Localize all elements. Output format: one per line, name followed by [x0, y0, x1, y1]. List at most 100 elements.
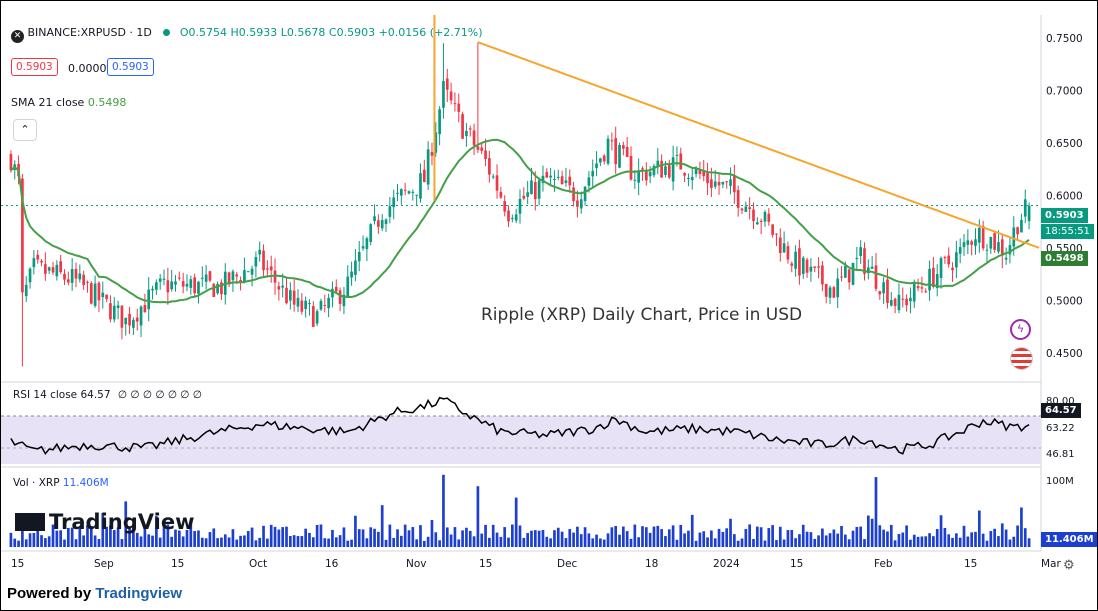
ohlc-readout: O0.5754 H0.5933 L0.5678 C0.5903 +0.0156 … [179, 26, 483, 39]
candle-body [74, 268, 78, 279]
candle-body [775, 233, 778, 235]
volume-bar [93, 535, 97, 547]
volume-bar [564, 538, 568, 547]
candle-body [916, 286, 920, 289]
candle-body [86, 281, 89, 283]
candle-body [786, 246, 790, 260]
volume-bar [216, 538, 219, 547]
candle-body [281, 285, 285, 288]
symbol-label[interactable]: BINANCE:XRPUSD · 1D [27, 26, 152, 39]
bid-price[interactable]: 0.5903 [11, 58, 58, 76]
symbol-row: ✕ BINANCE:XRPUSD · 1D O0.5754 H0.5933 L0… [11, 26, 483, 43]
candle-body [350, 271, 353, 278]
candle-body [583, 186, 587, 202]
volume-bar [710, 530, 713, 547]
volume-bar [909, 539, 912, 547]
volume-bar [342, 527, 346, 547]
time-tick-label: 2024 [713, 558, 740, 570]
time-tick-label: 15 [790, 558, 803, 570]
candle-body [208, 271, 212, 281]
volume-bar [824, 535, 828, 547]
volume-bar [514, 497, 518, 547]
candle-body [319, 300, 323, 310]
collapse-legend-button[interactable]: ⌃ [13, 119, 37, 141]
candle-body [935, 274, 939, 289]
candle-body [181, 281, 185, 287]
candle-body [189, 279, 193, 288]
candle-body [572, 187, 575, 202]
volume-bar [47, 536, 51, 547]
candle-body [568, 176, 572, 186]
footer-brand[interactable]: Tradingview [95, 585, 183, 602]
volume-bar [120, 538, 124, 547]
candle-body [411, 191, 415, 193]
volume-bar [599, 538, 602, 547]
rsi-tick-label: 46.81 [1046, 449, 1075, 460]
volume-bar [158, 537, 162, 547]
candle-body [821, 265, 824, 285]
candle-body [166, 280, 170, 293]
volume-bar [901, 532, 905, 547]
volume-bar [897, 533, 901, 547]
candle-body [419, 173, 422, 199]
candle-body [55, 264, 59, 277]
candle-body [147, 289, 151, 310]
lightning-icon[interactable]: ϟ [1010, 319, 1031, 340]
candle-body [1023, 199, 1027, 217]
volume-bar [258, 537, 262, 547]
volume-bar [308, 532, 311, 547]
candle-body [683, 173, 686, 176]
volume-bar [851, 530, 855, 547]
volume-bar [840, 525, 843, 547]
candle-body [556, 176, 560, 178]
candle-body [200, 277, 204, 279]
candle-body [155, 282, 158, 290]
volume-bar [955, 533, 958, 547]
volume-bar [912, 534, 916, 547]
candle-body [132, 319, 135, 328]
candle-body [993, 233, 996, 250]
volume-bar [24, 539, 28, 547]
volume-bar [893, 540, 897, 547]
candle-body [51, 267, 55, 273]
volume-bar [813, 538, 817, 547]
volume-bar [985, 540, 989, 547]
candle-body [422, 169, 426, 183]
volume-bar [66, 527, 70, 547]
rsi-band [1, 416, 1041, 464]
candle-body [101, 292, 105, 298]
candle-body [220, 282, 223, 295]
candle-body [836, 278, 840, 298]
volume-bar [200, 537, 204, 547]
rsi-legend: RSI 14 close 64.57 ∅ ∅ ∅ ∅ ∅ ∅ ∅ [13, 389, 202, 401]
us-flag-icon[interactable] [1010, 347, 1033, 370]
volume-bar [801, 524, 805, 547]
candle-body [323, 304, 327, 306]
ask-price[interactable]: 0.5903 [107, 58, 154, 76]
candle-body [553, 178, 556, 180]
volume-bar [484, 524, 487, 547]
candle-body [124, 317, 128, 325]
volume-bar [870, 518, 874, 547]
candle-body [859, 247, 863, 257]
volume-bar [124, 501, 128, 547]
candle-body [985, 249, 989, 251]
volume-bar [591, 538, 595, 547]
tradingview-watermark: TradingView [15, 510, 194, 534]
candle-body [733, 176, 736, 193]
settings-gear-icon[interactable]: ⚙ [1063, 557, 1075, 572]
volume-bar [13, 538, 17, 547]
volume-bar [733, 534, 736, 547]
candle-body [97, 282, 101, 301]
volume-bar [350, 539, 353, 547]
volume-bar [641, 526, 644, 547]
volume-bar [269, 524, 273, 547]
volume-bar [139, 536, 143, 547]
volume-bar [1000, 523, 1004, 547]
price-tick-label: 0.7000 [1046, 85, 1083, 97]
candle-body [817, 266, 820, 268]
volume-tag: 11.406M [1041, 532, 1097, 547]
candle-body [511, 218, 514, 220]
volume-bar [844, 534, 847, 547]
candle-body [706, 172, 709, 184]
